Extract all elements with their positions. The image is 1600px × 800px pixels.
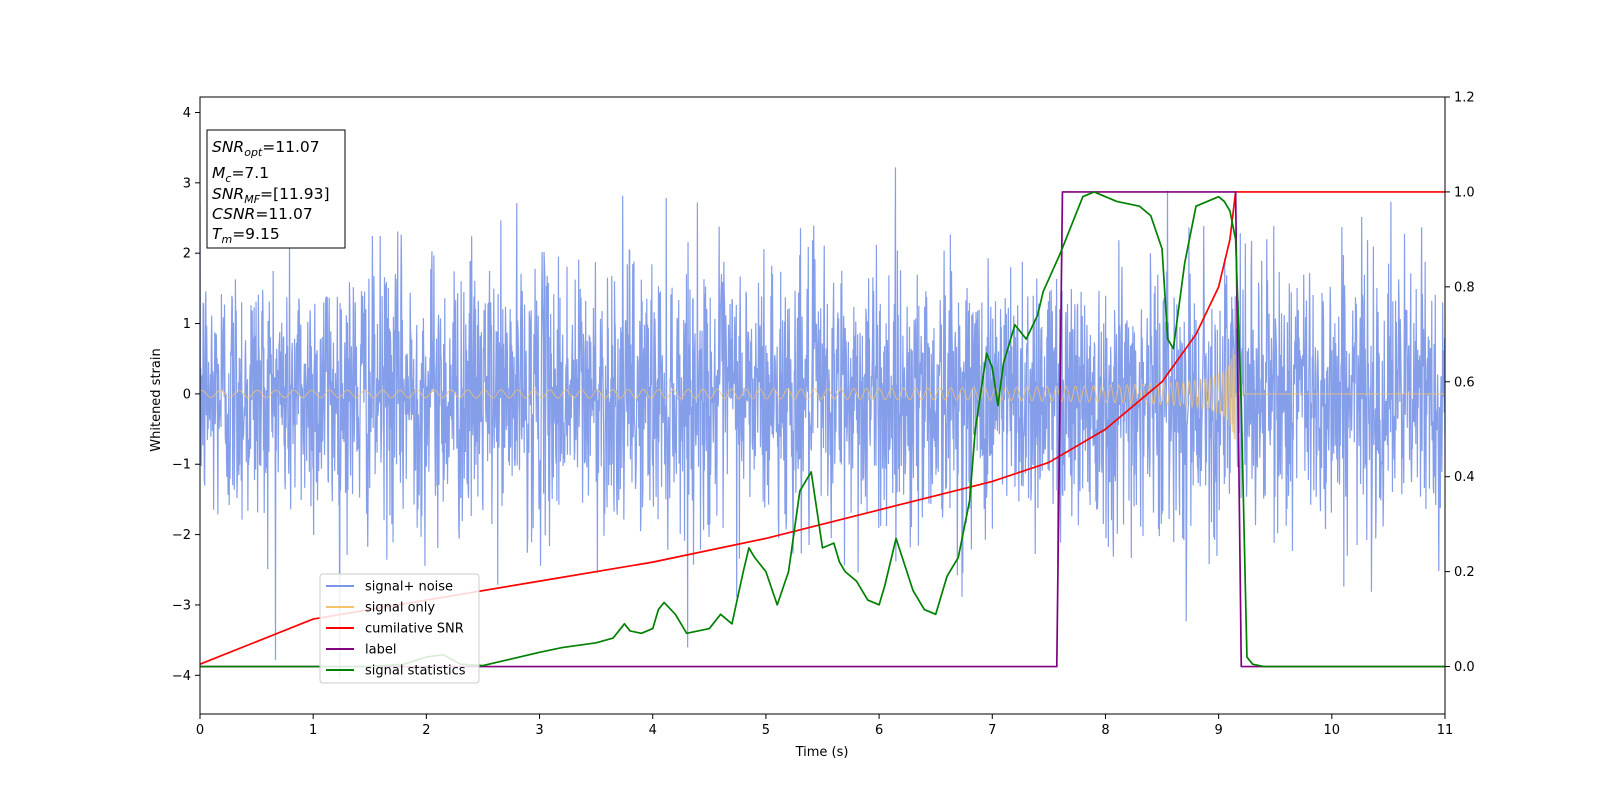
y2-tick-label: 0.4 (1454, 470, 1475, 485)
y-tick-label: −1 (172, 458, 191, 473)
x-tick-label: 6 (875, 723, 883, 738)
y-tick-label: 1 (183, 317, 191, 332)
y-axis-label: Whitened strain (149, 348, 164, 451)
x-tick-label: 7 (988, 723, 996, 738)
x-tick-label: 8 (1101, 723, 1109, 738)
y-tick-label: 2 (183, 247, 191, 262)
x-tick-label: 2 (422, 723, 430, 738)
x-tick-label: 1 (309, 723, 317, 738)
legend-entry: signal only (365, 601, 435, 616)
x-tick-label: 5 (762, 723, 770, 738)
series-signal-noise (200, 167, 1445, 678)
x-tick-label: 0 (196, 723, 204, 738)
x-axis-label: Time (s) (795, 745, 849, 760)
legend-entry: signal+ noise (365, 580, 453, 595)
y2-tick-label: 0.6 (1454, 375, 1475, 390)
y-tick-label: 3 (183, 176, 191, 191)
y-tick-label: −2 (172, 528, 191, 543)
y2-tick-label: 0.8 (1454, 280, 1475, 295)
plot-frame (199, 96, 1446, 715)
legend-entry: signal statistics (365, 664, 466, 679)
legend-entry: cumilative SNR (365, 622, 464, 637)
x-tick-label: 11 (1437, 723, 1454, 738)
x-tick-label: 3 (535, 723, 543, 738)
annotation-line: SNRopt=11.07 (212, 138, 320, 159)
series-signal-statistics (200, 191, 1445, 668)
legend: signal+ noise signal only cumilative SNR la… (319, 573, 480, 684)
annotation-line: Tm=9.15 (212, 225, 280, 246)
annotation-line: CSNR=11.07 (212, 205, 313, 223)
legend-entry: label (365, 643, 396, 658)
x-tick-label: 4 (649, 723, 657, 738)
annotation-line: SNRMF=[11.93] (212, 185, 330, 206)
series-cumulative-snr (200, 191, 1445, 665)
y2-tick-label: 1.0 (1454, 185, 1475, 200)
annotation-line: Mc=7.1 (212, 164, 269, 185)
x-tick-label: 9 (1214, 723, 1222, 738)
y2-tick-label: 0.0 (1454, 660, 1475, 675)
y-tick-label: 0 (183, 387, 191, 402)
legend-frame (319, 573, 480, 684)
plot-area (200, 167, 1445, 678)
y-tick-label: −4 (172, 669, 191, 684)
axes: 0 1 2 3 4 5 6 7 8 9 10 11 −4 −3 −2 −1 0 1 2 3 4 0.0 0.2 0.4 0.6 0… (172, 91, 1475, 739)
x-tick-label: 10 (1324, 723, 1341, 738)
y2-tick-label: 1.2 (1454, 91, 1475, 106)
y-tick-label: −3 (172, 598, 191, 613)
annotation-box: SNRopt=11.07 Mc=7.1SNRMF=[11.93]CSNR=11.0… (206, 129, 346, 249)
y-tick-label: 4 (183, 106, 191, 121)
y2-tick-label: 0.2 (1454, 565, 1475, 580)
annotation-frame (206, 129, 346, 249)
